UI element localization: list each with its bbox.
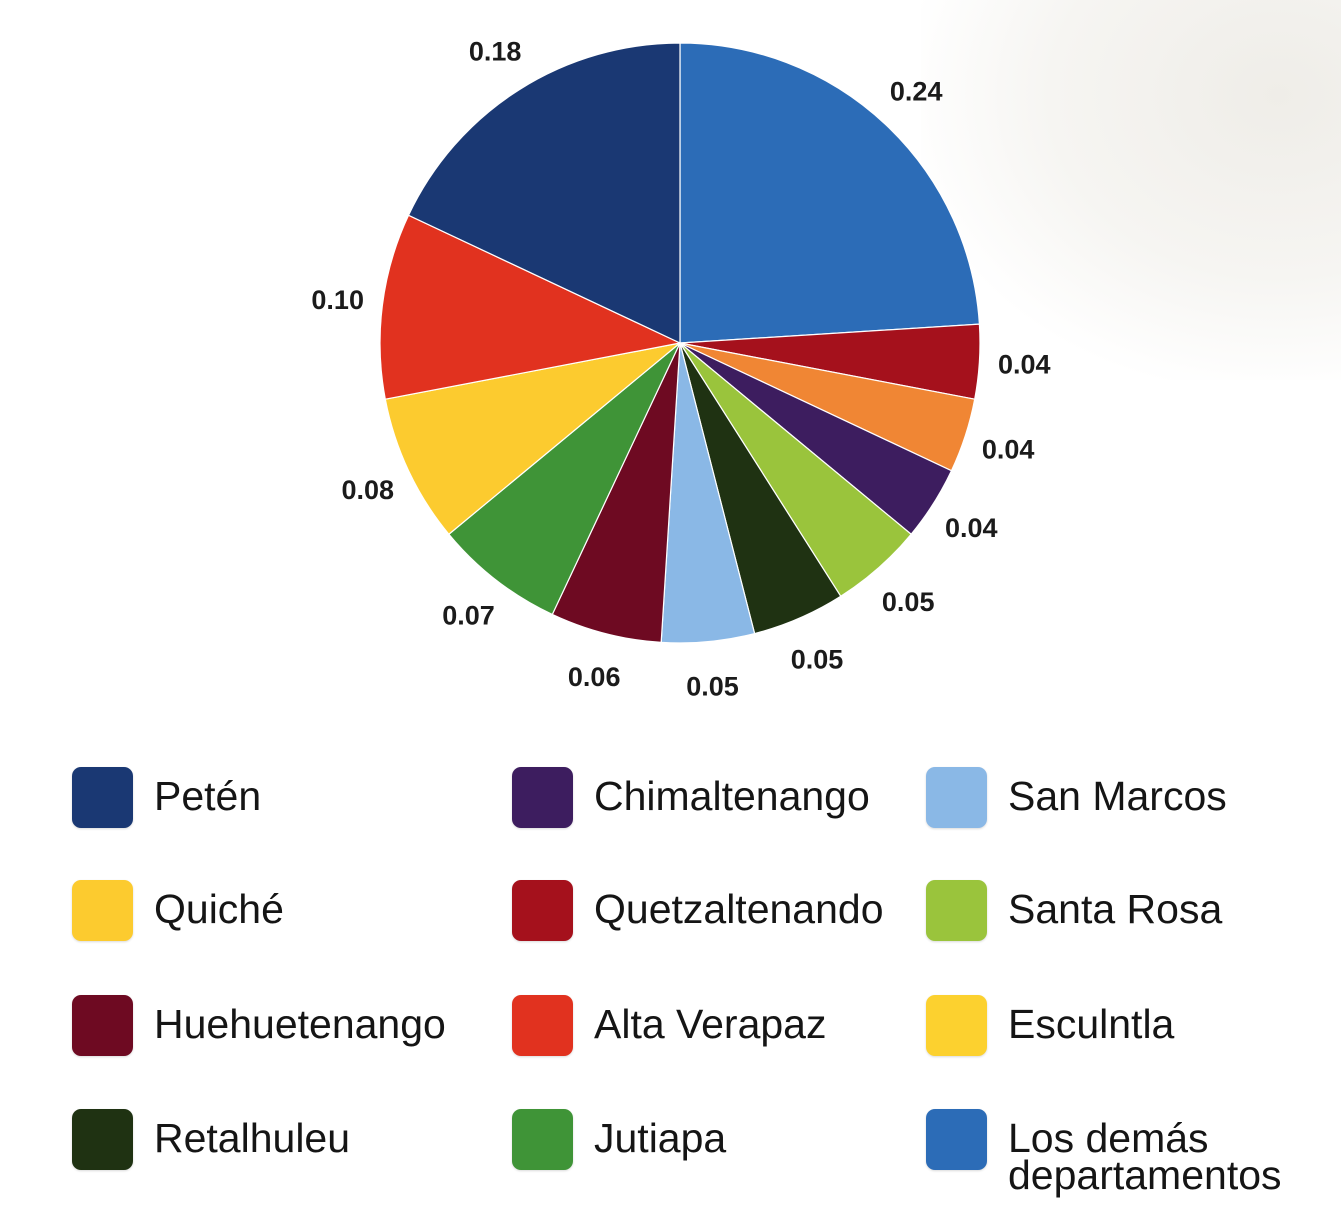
legend-swatch	[512, 1109, 573, 1170]
slice-value-label: 0.05	[791, 645, 844, 675]
slice-value-label: 0.04	[945, 513, 998, 543]
legend-item: Jutiapa	[512, 1109, 884, 1170]
legend-label: Los demás departamentos	[1008, 1115, 1282, 1198]
legend-item: Quetzaltenando	[512, 880, 884, 941]
legend-label: Jutiapa	[594, 1115, 727, 1161]
legend-item: Los demás departamentos	[926, 1109, 1298, 1198]
pie-chart: 0.24 0.04 0.04 0.04 0.05 0.05 0.05 0.06 0.07 0.08…	[311, 37, 1050, 702]
slice-value-label: 0.05	[882, 587, 935, 617]
slice-value-label: 0.05	[686, 672, 739, 702]
legend-swatch	[512, 995, 573, 1056]
pie-slice	[384, 342, 681, 536]
pie-slice	[379, 214, 682, 400]
slice-value-label: 0.04	[998, 350, 1051, 380]
legend-swatch	[926, 767, 987, 828]
legend-swatch	[512, 880, 573, 941]
legend-item: Huehuetenango	[72, 995, 446, 1056]
legend-label: Santa Rosa	[1008, 886, 1223, 932]
slice-value-label: 0.04	[982, 435, 1035, 465]
legend-swatch	[926, 1109, 987, 1170]
legend-item: Quiché	[72, 880, 444, 941]
legend-label: Retalhuleu	[154, 1115, 351, 1161]
legend-label: Petén	[154, 773, 262, 819]
legend-label: Huehuetenango	[154, 1001, 446, 1047]
slice-value-label: 0.06	[568, 662, 621, 692]
pie-labels: 0.24 0.04 0.04 0.04 0.05 0.05 0.05 0.06 0.07 0.08…	[311, 37, 1050, 702]
slice-value-label: 0.24	[890, 77, 943, 107]
legend-item: Alta Verapaz	[512, 995, 884, 1056]
slice-value-label: 0.07	[442, 601, 495, 631]
legend-label: Quetzaltenando	[594, 886, 884, 932]
legend-swatch	[72, 767, 133, 828]
legend-swatch	[72, 995, 133, 1056]
legend-swatch	[512, 767, 573, 828]
legend-item: Esculntla	[926, 995, 1298, 1056]
pie-slice	[679, 42, 981, 344]
legend-swatch	[72, 1109, 133, 1170]
legend-swatch	[72, 880, 133, 941]
legend-item: Petén	[72, 767, 444, 828]
legend-item: Retalhuleu	[72, 1109, 444, 1170]
legend-label: Alta Verapaz	[594, 1001, 827, 1047]
legend-swatch	[926, 880, 987, 941]
pie-slices	[379, 42, 981, 644]
legend-swatch	[926, 995, 987, 1056]
pie-slice	[407, 42, 681, 344]
slice-value-label: 0.18	[469, 37, 522, 67]
pie-slice	[448, 342, 681, 616]
legend-label: San Marcos	[1008, 773, 1227, 819]
legend-item: Santa Rosa	[926, 880, 1298, 941]
slice-value-label: 0.08	[342, 475, 395, 505]
legend-item: Chimaltenango	[512, 767, 884, 828]
slice-value-label: 0.10	[311, 285, 364, 315]
legend-label: Quiché	[154, 886, 284, 932]
legend-item: San Marcos	[926, 767, 1298, 828]
legend-label: Chimaltenango	[594, 773, 870, 819]
legend-label: Esculntla	[1008, 1001, 1175, 1047]
